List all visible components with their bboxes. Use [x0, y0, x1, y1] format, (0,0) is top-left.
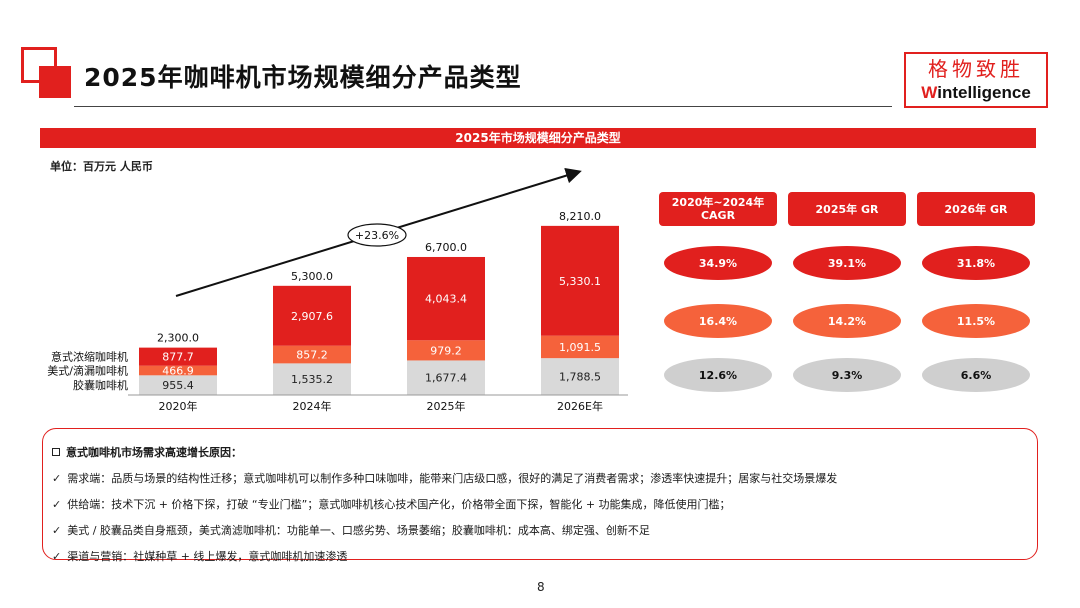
bar-value-label: 1,788.5 [559, 371, 601, 384]
series-legend-label: 胶囊咖啡机 [73, 378, 128, 392]
title-decor-filled-square [39, 66, 71, 98]
growth-column-header: 2026年 GR [917, 192, 1035, 226]
title-divider [74, 106, 892, 107]
check-icon: ✓ [52, 471, 62, 485]
reasons-heading: 意式咖啡机市场需求高速增长原因： [52, 444, 242, 460]
bar-value-label: 979.2 [430, 344, 462, 357]
growth-rate-oval: 31.8% [922, 246, 1030, 280]
bar-segment [139, 365, 217, 376]
unit-label: 单位：百万元 人民币 [50, 160, 153, 173]
bar-segment [273, 363, 351, 395]
bar-value-label: 466.9 [162, 365, 194, 378]
reason-item-text: 需求端：品质与场景的结构性迁移；意式咖啡机可以制作多种口味咖啡，能带来门店级口感… [67, 472, 838, 485]
bar-value-label: 857.2 [296, 349, 328, 362]
page-title: 2025年咖啡机市场规模细分产品类型 [84, 63, 522, 92]
series-legend-label: 意式浓缩咖啡机 [51, 350, 128, 364]
reason-item: ✓ 需求端：品质与场景的结构性迁移；意式咖啡机可以制作多种口味咖啡，能带来门店级… [52, 470, 837, 486]
bar-segment [407, 340, 485, 361]
check-icon: ✓ [52, 549, 62, 563]
reason-item: ✓ 美式 / 胶囊品类自身瓶颈，美式滴滤咖啡机：功能单一、口感劣势、场景萎缩；胶… [52, 522, 650, 538]
series-legend-label: 美式/滴漏咖啡机 [47, 364, 128, 378]
bar-segment [541, 358, 619, 395]
bar-value-label: 5,330.1 [559, 275, 601, 288]
bar-value-label: 2,907.6 [291, 310, 333, 323]
growth-column-header: 2020年~2024年 CAGR [659, 192, 777, 226]
bar-segment [139, 375, 217, 395]
growth-rate-oval: 16.4% [664, 304, 772, 338]
bar-segment [541, 335, 619, 359]
growth-rate-oval: 6.6% [922, 358, 1030, 392]
logo-english-text: Wintelligence [910, 82, 1042, 104]
page-number: 8 [537, 580, 545, 594]
growth-rate-oval: 14.2% [793, 304, 901, 338]
bar-value-label: 877.7 [162, 351, 194, 364]
growth-rate-oval: 34.9% [664, 246, 772, 280]
bar-value-label: 1,677.4 [425, 372, 467, 385]
x-category-label: 2020年 [159, 399, 198, 413]
logo-w-letter: W [921, 83, 938, 102]
reasons-box [42, 428, 1038, 560]
growth-rate-oval: 12.6% [664, 358, 772, 392]
bar-value-label: 4,043.4 [425, 293, 467, 306]
reasons-heading-text: 意式咖啡机市场需求高速增长原因： [66, 446, 242, 459]
logo-english-rest: intelligence [937, 83, 1031, 102]
check-icon: ✓ [52, 497, 62, 511]
x-category-label: 2026E年 [557, 399, 603, 413]
bar-total-label: 6,700.0 [425, 241, 467, 254]
growth-rate-oval: 9.3% [793, 358, 901, 392]
reason-item-text: 供给端：技术下沉 + 价格下探，打破 “专业门槛”；意式咖啡机核心技术国产化，价… [67, 498, 731, 511]
bar-segment [273, 345, 351, 364]
bar-segment [407, 256, 485, 341]
growth-rate-oval: 11.5% [922, 304, 1030, 338]
bar-segment [273, 285, 351, 346]
bar-value-label: 955.4 [162, 379, 194, 392]
growth-rate-oval: 39.1% [793, 246, 901, 280]
bar-total-label: 2,300.0 [157, 332, 199, 345]
growth-column-header: 2025年 GR [788, 192, 906, 226]
logo-chinese-text: 格物致胜 [928, 57, 1024, 81]
bar-value-label: 1,091.5 [559, 341, 601, 354]
brand-logo: 格物致胜 Wintelligence [904, 52, 1048, 108]
bar-total-label: 5,300.0 [291, 270, 333, 283]
chart-banner: 2025年市场规模细分产品类型 [40, 128, 1036, 148]
square-bullet-icon [52, 448, 60, 456]
reason-item: ✓ 供给端：技术下沉 + 价格下探，打破 “专业门槛”；意式咖啡机核心技术国产化… [52, 496, 731, 512]
bar-segment [541, 225, 619, 336]
check-icon: ✓ [52, 523, 62, 537]
x-category-label: 2024年 [293, 399, 332, 413]
bar-total-label: 8,210.0 [559, 210, 601, 223]
growth-annotation-bubble [347, 223, 407, 247]
bar-segment [139, 347, 217, 366]
growth-annotation-text: +23.6% [355, 229, 399, 242]
reason-item-text: 美式 / 胶囊品类自身瓶颈，美式滴滤咖啡机：功能单一、口感劣势、场景萎缩；胶囊咖… [67, 524, 650, 537]
reason-item: ✓ 渠道与营销：社媒种草 + 线上爆发，意式咖啡机加速渗透 [52, 548, 347, 564]
bar-segment [407, 360, 485, 395]
bar-value-label: 1,535.2 [291, 373, 333, 386]
reason-item-text: 渠道与营销：社媒种草 + 线上爆发，意式咖啡机加速渗透 [67, 550, 348, 563]
x-category-label: 2025年 [427, 399, 466, 413]
